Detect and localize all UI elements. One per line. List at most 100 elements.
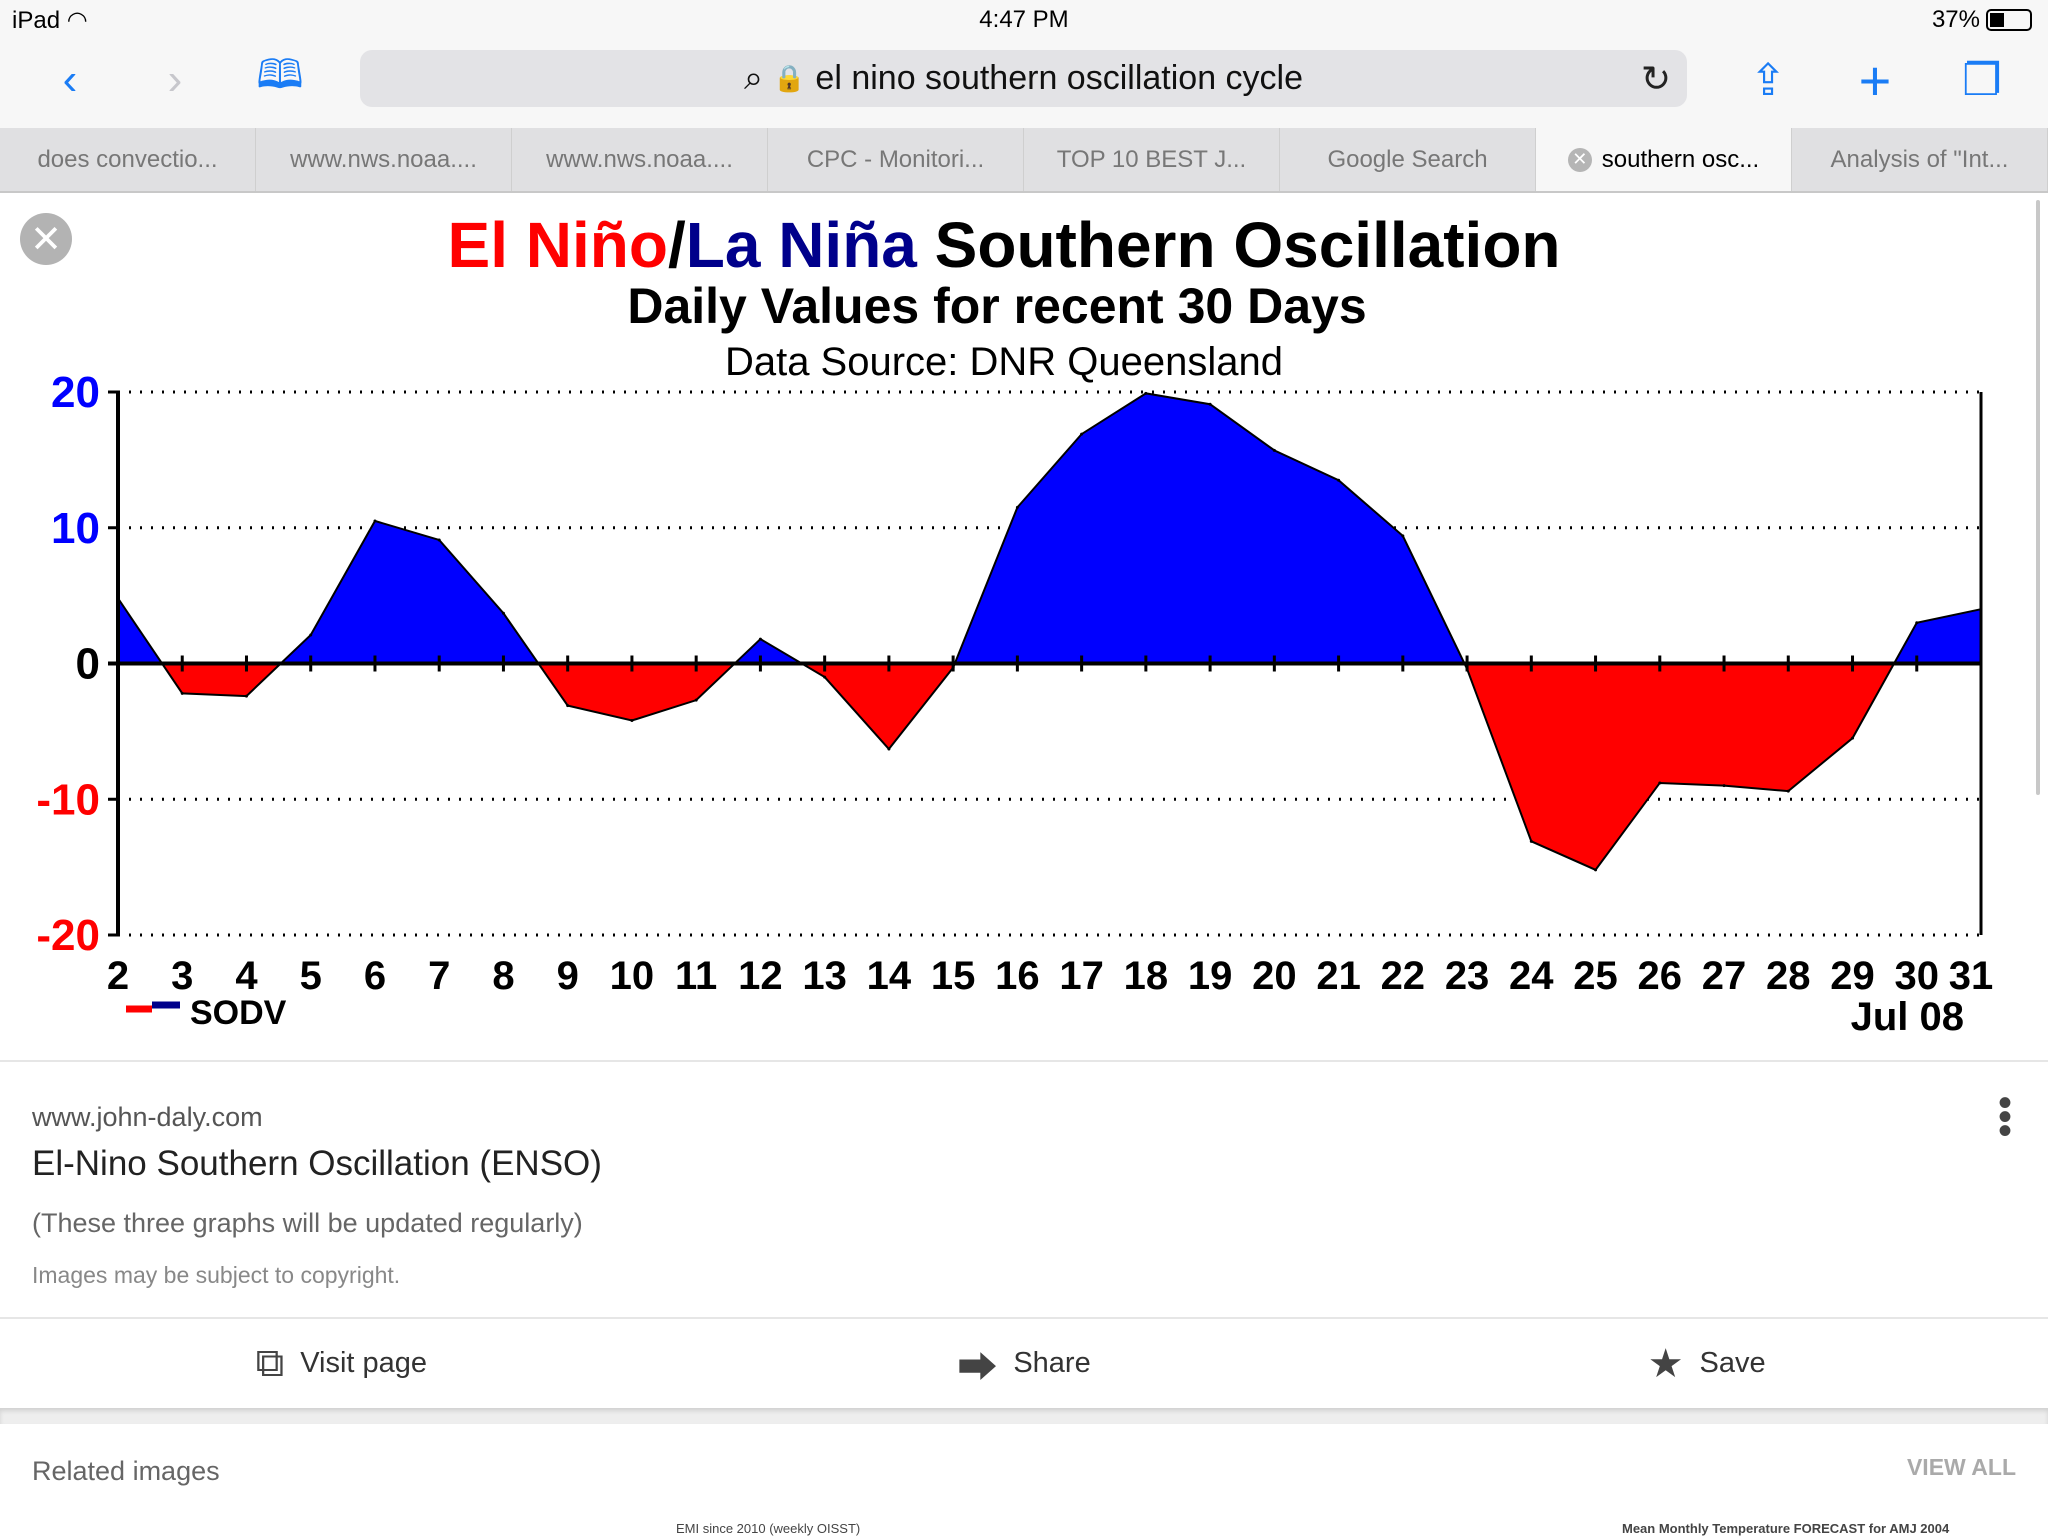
- data-point: [1144, 391, 1148, 395]
- data-point: [1272, 448, 1276, 452]
- share-icon[interactable]: ⇪: [1749, 55, 1787, 105]
- y-tick-label: 10: [51, 504, 100, 553]
- clock: 4:47 PM: [979, 6, 1069, 33]
- x-tick-label: 15: [931, 954, 976, 998]
- device-name: iPad: [12, 7, 61, 34]
- external-link-icon: ⧉: [255, 1341, 285, 1385]
- back-button[interactable]: ‹: [62, 55, 78, 104]
- data-point: [309, 633, 313, 637]
- title-slash: /: [668, 209, 686, 281]
- star-icon: ★: [1647, 1341, 1684, 1386]
- scrollbar[interactable]: [2036, 200, 2040, 795]
- x-tick-label: 4: [235, 954, 258, 998]
- more-options-icon[interactable]: • • •: [1997, 1081, 2012, 1153]
- tabs-overview-icon[interactable]: ❐: [1962, 55, 2002, 105]
- device-label: iPad ◠: [12, 6, 88, 35]
- data-point: [1337, 478, 1341, 482]
- data-point: [1658, 781, 1662, 785]
- tab-label: Google Search: [1327, 145, 1488, 173]
- visit-page-button[interactable]: ⧉ Visit page: [0, 1319, 683, 1408]
- wifi-icon: ◠: [66, 7, 88, 34]
- data-point: [694, 698, 698, 702]
- data-point: [373, 519, 377, 523]
- x-tick-label: 18: [1124, 954, 1169, 998]
- source-site[interactable]: www.john-daly.com: [32, 1102, 263, 1132]
- data-point: [1594, 868, 1598, 872]
- share-nodes-icon: ⮕: [957, 1345, 998, 1390]
- x-tick-label: 8: [492, 954, 514, 998]
- tab-3[interactable]: CPC - Monitori...: [768, 128, 1024, 191]
- forward-button[interactable]: ›: [167, 55, 183, 104]
- address-text: el nino southern oscillation cycle: [815, 59, 1304, 97]
- data-point: [1080, 432, 1084, 436]
- related-heading: Related images: [32, 1456, 220, 1486]
- tab-2[interactable]: www.nws.noaa....: [512, 128, 768, 191]
- tab-bar: does convectio... www.nws.noaa.... www.n…: [0, 128, 2048, 193]
- tab-0[interactable]: does convectio...: [0, 128, 256, 191]
- x-tick-label: 21: [1316, 954, 1361, 998]
- section-divider: [0, 1408, 2048, 1424]
- result-title[interactable]: El-Nino Southern Oscillation (ENSO): [32, 1144, 602, 1183]
- data-point: [1401, 534, 1405, 538]
- legend-label: SODV: [190, 994, 287, 1032]
- copyright-notice: Images may be subject to copyright.: [32, 1262, 401, 1288]
- address-bar[interactable]: ⌕ 🔒 el nino southern oscillation cycle ↻: [360, 50, 1687, 107]
- x-tick-label: 27: [1702, 954, 1747, 998]
- data-point: [1915, 621, 1919, 625]
- new-tab-icon[interactable]: +: [1858, 48, 1892, 112]
- x-tick-label: 7: [428, 954, 450, 998]
- close-preview-button[interactable]: ✕: [20, 213, 72, 265]
- battery-icon: [1986, 9, 2032, 31]
- share-button[interactable]: ⮕ Share: [683, 1319, 1366, 1408]
- browser-toolbar: ‹ › 🕮 ⌕ 🔒 el nino southern oscillation c…: [0, 40, 2048, 128]
- legend: SODV: [126, 994, 287, 1032]
- bookmarks-icon[interactable]: 🕮: [256, 53, 304, 97]
- battery-percent: 37%: [1931, 6, 1980, 33]
- tab-6-active[interactable]: ✕ southern osc...: [1536, 128, 1792, 191]
- tab-label: www.nws.noaa....: [290, 145, 477, 173]
- positive-area: [118, 393, 1981, 663]
- x-tick-label: 14: [867, 954, 912, 998]
- x-tick-label: 24: [1509, 954, 1554, 998]
- related-thumb-2[interactable]: Mean Monthly Temperature FORECAST for AM…: [1622, 1521, 1950, 1536]
- view-all-link[interactable]: VIEW ALL: [1906, 1454, 2016, 1480]
- save-button[interactable]: ★ Save: [1365, 1319, 2048, 1408]
- reload-icon[interactable]: ↻: [1640, 58, 1671, 99]
- tab-5[interactable]: Google Search: [1280, 128, 1536, 191]
- result-description: (These three graphs will be updated regu…: [32, 1208, 583, 1238]
- related-thumb-1[interactable]: EMI since 2010 (weekly OISST): [676, 1521, 861, 1536]
- status-bar: iPad ◠ 4:47 PM 37%: [0, 0, 2048, 40]
- x-tick-label: 25: [1573, 954, 1618, 998]
- x-tick-label: 17: [1059, 954, 1104, 998]
- x-tick-label: 11: [675, 954, 717, 998]
- y-tick-label: 20: [51, 368, 100, 417]
- data-point: [1722, 784, 1726, 788]
- chart-subtitle: Daily Values for recent 30 Days: [627, 278, 1366, 334]
- tab-4[interactable]: TOP 10 BEST J...: [1024, 128, 1280, 191]
- tab-label: does convectio...: [37, 145, 218, 173]
- data-point: [887, 747, 891, 751]
- tab-7[interactable]: Analysis of "Int...: [1792, 128, 2048, 191]
- x-tick-label: 13: [802, 954, 847, 998]
- tab-label: CPC - Monitori...: [806, 145, 985, 173]
- tab-1[interactable]: www.nws.noaa....: [256, 128, 512, 191]
- x-tick-label: 10: [610, 954, 655, 998]
- x-tick-label: 2: [107, 954, 129, 998]
- x-tick-label: 29: [1830, 954, 1875, 998]
- tab-label: www.nws.noaa....: [546, 145, 733, 173]
- chart-source: Data Source: DNR Queensland: [725, 340, 1283, 384]
- visit-label: Visit page: [300, 1347, 428, 1379]
- title-el-nino: El Niño: [448, 209, 668, 281]
- search-icon: ⌕: [743, 59, 764, 97]
- image-info-panel: www.john-daly.com El-Nino Southern Oscil…: [0, 1060, 2048, 1319]
- x-tick-label: 22: [1381, 954, 1426, 998]
- data-point: [1529, 839, 1533, 843]
- save-label: Save: [1699, 1347, 1766, 1379]
- related-images: Related images VIEW ALL EMI since 2010 (…: [0, 1424, 2048, 1536]
- data-point: [1851, 736, 1855, 740]
- data-point: [180, 691, 184, 695]
- x-tick-label: 26: [1638, 954, 1683, 998]
- data-point: [758, 637, 762, 641]
- close-tab-icon[interactable]: ✕: [1567, 147, 1592, 172]
- y-tick-label: 0: [76, 640, 100, 689]
